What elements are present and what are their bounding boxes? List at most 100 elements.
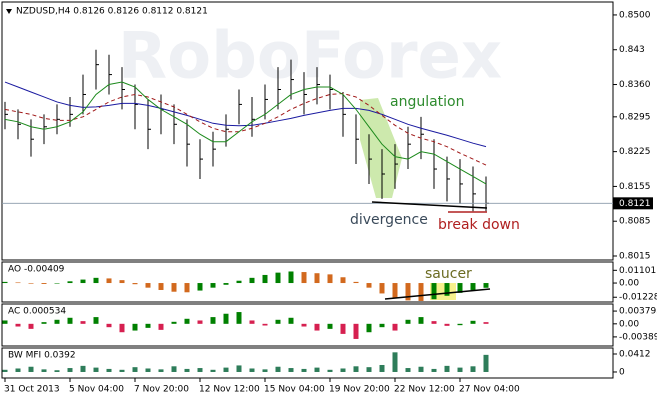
histogram-bar (197, 368, 203, 372)
y-tick-label: 0.00 (619, 279, 639, 289)
histogram-bar (145, 323, 151, 328)
histogram-bar (2, 320, 8, 324)
mfi-pane (1, 347, 614, 379)
histogram-bar (392, 352, 398, 372)
histogram-bar (236, 365, 242, 372)
histogram-bar (301, 272, 307, 284)
chart-title: NZDUSD,H4 0.8126 0.8126 0.8112 0.8121 (16, 7, 208, 17)
last-price-box (613, 197, 653, 210)
y-tick-label: 0.8085 (619, 217, 651, 227)
x-tick-label: 5 Nov 04:00 (69, 385, 124, 395)
histogram-bar (15, 282, 21, 284)
histogram-bar (483, 354, 489, 372)
histogram-bar (54, 283, 60, 284)
histogram-bar (288, 368, 294, 372)
histogram-bar (353, 281, 359, 284)
histogram-bar (366, 367, 372, 372)
histogram-bar (158, 369, 164, 372)
histogram-bar (119, 280, 125, 284)
histogram-bar (236, 280, 242, 284)
y-tick-label: 0.8225 (619, 147, 651, 157)
histogram-bar (184, 318, 190, 324)
histogram-bar (327, 274, 333, 284)
y-tick-label: 0.01101 (619, 266, 656, 276)
histogram-bar (67, 281, 73, 284)
histogram-bar (366, 283, 372, 288)
histogram-bar (67, 368, 73, 372)
histogram-bar (236, 312, 242, 324)
y-tick-label: 0.8155 (619, 182, 651, 192)
y-tick-label: 0.843 (619, 45, 645, 55)
histogram-bar (457, 283, 463, 293)
y-tick-label: 0.8500 (619, 10, 651, 20)
histogram-bar (275, 319, 281, 324)
histogram-bar (184, 283, 190, 293)
histogram-bar (275, 272, 281, 284)
histogram-bar (210, 369, 216, 372)
x-tick-label: 19 Nov 20:00 (329, 385, 390, 395)
moving-average (4, 92, 487, 166)
histogram-bar (418, 317, 424, 324)
pane-title: AC 0.000534 (8, 307, 66, 317)
histogram-bar (41, 322, 47, 324)
histogram-bar (80, 279, 86, 284)
y-tick-label: 0.00 (619, 319, 639, 329)
histogram-bar (353, 366, 359, 372)
x-tick-label: 27 Nov 04:00 (459, 385, 520, 395)
annotation: saucer (425, 266, 472, 282)
histogram-bar (444, 365, 450, 372)
histogram-bar (418, 366, 424, 372)
histogram-bar (54, 319, 60, 324)
price-pane (1, 1, 614, 261)
histogram-bar (15, 323, 21, 327)
histogram-bar (28, 323, 34, 329)
histogram-bar (249, 277, 255, 284)
y-tick-label: -0.00389 (619, 332, 657, 342)
annotation: divergence (350, 212, 428, 228)
histogram-bar (483, 283, 489, 288)
histogram-bar (93, 367, 99, 372)
histogram-bar (41, 283, 47, 284)
histogram-bar (405, 368, 411, 372)
histogram-bar (2, 369, 8, 372)
histogram-bar (262, 369, 268, 372)
histogram-bar (301, 368, 307, 372)
histogram-bar (54, 370, 60, 372)
histogram-bar (470, 283, 476, 290)
histogram-bar (327, 369, 333, 372)
moving-average (4, 81, 487, 185)
histogram-bar (379, 323, 385, 328)
histogram-bar (171, 321, 177, 324)
histogram-bar (132, 323, 138, 331)
histogram-bar (132, 283, 138, 285)
histogram-bar (93, 317, 99, 324)
histogram-bar (444, 323, 450, 326)
histogram-bar (275, 366, 281, 372)
pane-title: BW MFI 0.0392 (8, 351, 76, 361)
y-tick-label: 0.8295 (619, 112, 651, 122)
histogram-bar (2, 281, 8, 284)
histogram-bar (288, 271, 294, 284)
histogram-bar (145, 283, 151, 288)
histogram-bar (106, 368, 112, 372)
histogram-bar (93, 277, 99, 284)
histogram-bar (184, 368, 190, 372)
histogram-bar (392, 323, 398, 331)
x-tick-label: 15 Nov 04:00 (264, 385, 325, 395)
y-tick-label: -0.01228 (619, 293, 657, 303)
histogram-bar (171, 283, 177, 292)
histogram-bar (379, 283, 385, 294)
y-tick-label: 0.0412 (619, 349, 651, 359)
histogram-bar (405, 283, 411, 301)
histogram-bar (262, 323, 268, 326)
histogram-bar (444, 283, 450, 296)
histogram-bar (314, 273, 320, 284)
histogram-bar (353, 323, 359, 339)
histogram-bar (470, 366, 476, 372)
x-tick-label: 7 Nov 20:00 (134, 385, 189, 395)
ac-pane (1, 303, 614, 347)
annotation: angulation (390, 94, 465, 110)
histogram-bar (392, 283, 398, 299)
histogram-bar (327, 323, 333, 329)
